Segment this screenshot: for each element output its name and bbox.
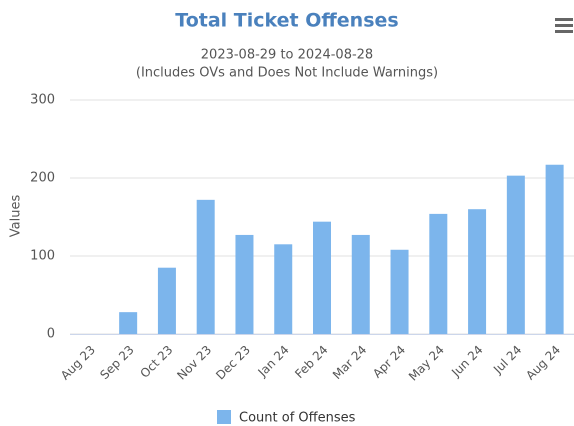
x-tick-label: Jun 24 bbox=[448, 343, 485, 380]
x-tick-label: Oct 23 bbox=[137, 343, 175, 381]
chart-subtitle: (Includes OVs and Does Not Include Warni… bbox=[136, 66, 438, 81]
bar bbox=[506, 175, 525, 334]
chart-title: Total Ticket Offenses bbox=[175, 10, 398, 32]
x-tick-label: Aug 24 bbox=[523, 343, 563, 383]
x-tick-label: Aug 23 bbox=[58, 343, 98, 383]
bar bbox=[468, 209, 487, 334]
menu-bar bbox=[555, 18, 573, 21]
chart-subtitle: 2023-08-29 to 2024-08-28 bbox=[201, 48, 373, 63]
x-tick-label: Feb 24 bbox=[292, 343, 330, 381]
y-axis-label: Values bbox=[9, 195, 24, 238]
menu-button[interactable] bbox=[555, 18, 573, 33]
x-tick-label: Mar 24 bbox=[330, 343, 369, 382]
legend-label: Count of Offenses bbox=[239, 411, 356, 426]
bar bbox=[119, 312, 138, 334]
y-tick-label: 300 bbox=[30, 93, 55, 108]
y-tick-label: 200 bbox=[30, 171, 55, 186]
bar bbox=[351, 234, 370, 334]
x-tick-label: Jul 24 bbox=[490, 343, 524, 377]
x-tick-label: May 24 bbox=[406, 343, 447, 384]
bar bbox=[196, 199, 215, 334]
bar bbox=[274, 244, 293, 334]
x-tick-label: Dec 23 bbox=[213, 343, 253, 383]
y-tick-label: 0 bbox=[47, 327, 55, 342]
bar bbox=[429, 213, 448, 334]
menu-bar bbox=[555, 24, 573, 27]
menu-bar bbox=[555, 30, 573, 33]
legend-swatch bbox=[217, 410, 231, 424]
bar bbox=[157, 267, 176, 334]
x-tick-label: Apr 24 bbox=[370, 343, 408, 381]
y-tick-label: 100 bbox=[30, 249, 55, 264]
bar bbox=[313, 221, 331, 334]
bar bbox=[390, 249, 409, 334]
x-tick-label: Nov 23 bbox=[174, 343, 214, 383]
x-tick-label: Jan 24 bbox=[255, 343, 292, 380]
bar bbox=[235, 234, 254, 334]
bar bbox=[545, 164, 564, 334]
x-tick-label: Sep 23 bbox=[97, 343, 136, 382]
